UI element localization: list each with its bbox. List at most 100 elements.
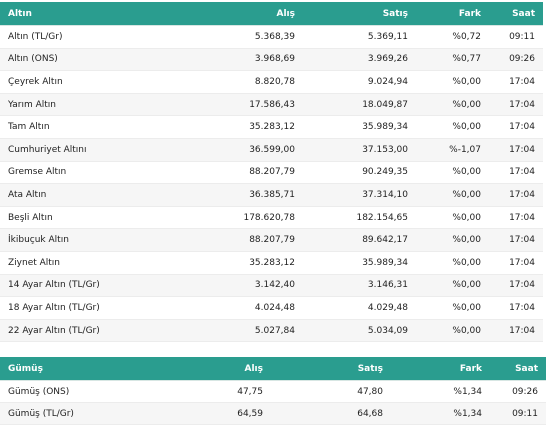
gold-cell-time: 17:04: [489, 138, 543, 162]
silver-table-header: Gümüş Alış Satış Fark Saat: [0, 357, 546, 381]
gold-cell-name: 18 Ayar Altın (TL/Gr): [0, 296, 108, 320]
gold-cell-change: %-1,07: [416, 138, 489, 162]
gold-table-row[interactable]: Yarım Altın 17.586,43 18.049,87 %0,00 17:04: [0, 93, 543, 117]
silver-cell-change: %1,34: [391, 402, 490, 425]
gold-cell-name: 22 Ayar Altın (TL/Gr): [0, 319, 108, 343]
gold-cell-change: %0,00: [416, 296, 489, 320]
gold-cell-buy: 3.142,40: [108, 274, 303, 298]
gold-cell-sell: 35.989,34: [303, 115, 416, 139]
gold-cell-buy: 88.207,79: [108, 161, 303, 185]
gold-cell-sell: 3.146,31: [303, 274, 416, 298]
gold-cell-time: 17:04: [489, 228, 543, 252]
gold-cell-sell: 182.154,65: [303, 206, 416, 230]
gold-table-body: Altın (TL/Gr) 5.368,39 5.369,11 %0,72 09:11 A…: [0, 25, 543, 343]
gold-cell-time: 17:04: [489, 206, 543, 230]
gold-cell-change: %0,77: [416, 48, 489, 72]
gold-cell-sell: 89.642,17: [303, 228, 416, 252]
gold-cell-name: Ziynet Altın: [0, 251, 108, 275]
gold-cell-time: 17:04: [489, 296, 543, 320]
silver-price-table: Gümüş Alış Satış Fark Saat Gümüş (ONS) 47…: [0, 357, 546, 425]
gold-cell-time: 09:26: [489, 48, 543, 72]
silver-cell-name: Gümüş (TL/Gr): [0, 402, 108, 425]
gold-cell-buy: 5.027,84: [108, 319, 303, 343]
gold-table-row[interactable]: Cumhuriyet Altını 36.599,00 37.153,00 %-1,0…: [0, 138, 543, 162]
gold-cell-name: Altın (TL/Gr): [0, 25, 108, 49]
gold-cell-time: 09:11: [489, 25, 543, 49]
gold-header-time[interactable]: Saat: [489, 2, 543, 26]
gold-table-row[interactable]: Ziynet Altın 35.283,12 35.989,34 %0,00 17:04: [0, 251, 543, 275]
gold-cell-sell: 9.024,94: [303, 70, 416, 94]
gold-header-name[interactable]: Altın: [0, 2, 108, 26]
gold-table-row[interactable]: 22 Ayar Altın (TL/Gr) 5.027,84 5.034,09 %0,…: [0, 319, 543, 343]
gold-cell-name: 14 Ayar Altın (TL/Gr): [0, 274, 108, 298]
silver-cell-buy: 47,75: [108, 380, 271, 403]
gold-cell-time: 17:04: [489, 70, 543, 94]
gold-cell-change: %0,00: [416, 274, 489, 298]
gold-table-row[interactable]: Altın (ONS) 3.968,69 3.969,26 %0,77 09:26: [0, 48, 543, 72]
gold-cell-buy: 88.207,79: [108, 228, 303, 252]
gold-header-buy[interactable]: Alış: [108, 2, 303, 26]
gold-cell-buy: 178.620,78: [108, 206, 303, 230]
gold-cell-time: 17:04: [489, 93, 543, 117]
gold-cell-sell: 5.369,11: [303, 25, 416, 49]
gold-cell-change: %0,00: [416, 251, 489, 275]
gold-cell-name: Beşli Altın: [0, 206, 108, 230]
gold-cell-sell: 37.314,10: [303, 183, 416, 207]
gold-cell-name: Çeyrek Altın: [0, 70, 108, 94]
silver-header-name[interactable]: Gümüş: [0, 357, 108, 381]
silver-cell-sell: 47,80: [271, 380, 391, 403]
gold-table-row[interactable]: Ata Altın 36.385,71 37.314,10 %0,00 17:04: [0, 183, 543, 207]
silver-cell-time: 09:11: [490, 402, 546, 425]
gold-table-row[interactable]: Beşli Altın 178.620,78 182.154,65 %0,00 17:0…: [0, 206, 543, 230]
gold-cell-name: Yarım Altın: [0, 93, 108, 117]
gold-cell-time: 17:04: [489, 161, 543, 185]
gold-header-sell[interactable]: Satış: [303, 2, 416, 26]
gold-price-table: Altın Alış Satış Fark Saat Altın (TL/Gr)…: [0, 2, 543, 343]
gold-table-row[interactable]: 18 Ayar Altın (TL/Gr) 4.024,48 4.029,48 %0,…: [0, 296, 543, 320]
gold-cell-buy: 4.024,48: [108, 296, 303, 320]
silver-table-body: Gümüş (ONS) 47,75 47,80 %1,34 09:26 Gümüş (TL…: [0, 380, 546, 425]
silver-cell-time: 09:26: [490, 380, 546, 403]
gold-cell-sell: 18.049,87: [303, 93, 416, 117]
gold-cell-time: 17:04: [489, 251, 543, 275]
gold-cell-change: %0,72: [416, 25, 489, 49]
silver-cell-change: %1,34: [391, 380, 490, 403]
gold-table-row[interactable]: Tam Altın 35.283,12 35.989,34 %0,00 17:04: [0, 115, 543, 139]
gold-cell-name: Altın (ONS): [0, 48, 108, 72]
silver-table-row[interactable]: Gümüş (ONS) 47,75 47,80 %1,34 09:26: [0, 380, 546, 403]
gold-table-row[interactable]: 14 Ayar Altın (TL/Gr) 3.142,40 3.146,31 %0,…: [0, 274, 543, 298]
gold-cell-change: %0,00: [416, 183, 489, 207]
gold-cell-time: 17:04: [489, 319, 543, 343]
silver-header-change[interactable]: Fark: [391, 357, 490, 381]
gold-cell-change: %0,00: [416, 161, 489, 185]
gold-cell-buy: 3.968,69: [108, 48, 303, 72]
gold-cell-change: %0,00: [416, 319, 489, 343]
gold-cell-change: %0,00: [416, 70, 489, 94]
gold-cell-change: %0,00: [416, 228, 489, 252]
gold-cell-name: Tam Altın: [0, 115, 108, 139]
gold-cell-change: %0,00: [416, 206, 489, 230]
silver-header-sell[interactable]: Satış: [271, 357, 391, 381]
gold-table-row[interactable]: Altın (TL/Gr) 5.368,39 5.369,11 %0,72 09:11: [0, 25, 543, 49]
silver-header-time[interactable]: Saat: [490, 357, 546, 381]
gold-table-row[interactable]: İkibuçuk Altın 88.207,79 89.642,17 %0,00 17:…: [0, 228, 543, 252]
gold-cell-change: %0,00: [416, 115, 489, 139]
gold-cell-name: Ata Altın: [0, 183, 108, 207]
gold-table-row[interactable]: Gremse Altın 88.207,79 90.249,35 %0,00 17:04: [0, 161, 543, 185]
gold-table-row[interactable]: Çeyrek Altın 8.820,78 9.024,94 %0,00 17:04: [0, 70, 543, 94]
gold-cell-buy: 8.820,78: [108, 70, 303, 94]
gold-header-change[interactable]: Fark: [416, 2, 489, 26]
gold-cell-sell: 90.249,35: [303, 161, 416, 185]
gold-cell-name: İkibuçuk Altın: [0, 228, 108, 252]
gold-cell-buy: 36.599,00: [108, 138, 303, 162]
gold-cell-sell: 5.034,09: [303, 319, 416, 343]
silver-table-row[interactable]: Gümüş (TL/Gr) 64,59 64,68 %1,34 09:11: [0, 402, 546, 425]
gold-cell-name: Gremse Altın: [0, 161, 108, 185]
silver-header-buy[interactable]: Alış: [108, 357, 271, 381]
gold-table-header: Altın Alış Satış Fark Saat: [0, 2, 543, 26]
gold-cell-buy: 5.368,39: [108, 25, 303, 49]
gold-cell-sell: 35.989,34: [303, 251, 416, 275]
silver-cell-sell: 64,68: [271, 402, 391, 425]
silver-cell-name: Gümüş (ONS): [0, 380, 108, 403]
gold-cell-time: 17:04: [489, 115, 543, 139]
